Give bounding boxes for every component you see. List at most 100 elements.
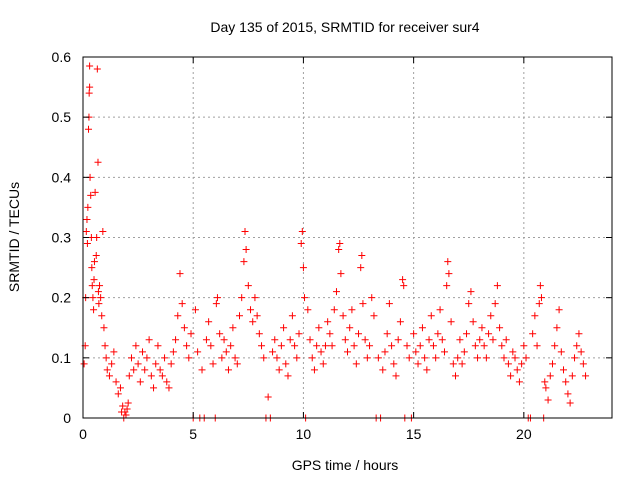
data-point bbox=[187, 330, 195, 338]
data-point bbox=[452, 372, 460, 380]
data-point bbox=[301, 294, 309, 302]
data-point bbox=[165, 384, 173, 392]
data-point bbox=[86, 62, 94, 70]
data-point bbox=[93, 234, 101, 241]
data-point bbox=[546, 372, 554, 380]
data-point bbox=[418, 324, 426, 332]
data-point bbox=[97, 294, 105, 302]
data-point bbox=[93, 65, 101, 73]
data-point bbox=[102, 354, 110, 362]
data-point bbox=[465, 300, 473, 308]
data-point bbox=[98, 312, 106, 320]
data-point bbox=[241, 227, 249, 235]
data-point bbox=[410, 330, 418, 338]
data-point bbox=[423, 366, 431, 374]
data-point bbox=[493, 282, 501, 290]
data-point bbox=[445, 270, 453, 278]
data-point bbox=[537, 294, 545, 302]
data-point bbox=[253, 312, 261, 320]
chart-title: Day 135 of 2015, SRMTID for receiver sur… bbox=[210, 19, 479, 35]
data-point bbox=[154, 342, 162, 350]
data-point bbox=[491, 300, 499, 308]
data-point bbox=[568, 372, 576, 380]
data-point bbox=[298, 227, 306, 235]
data-point bbox=[169, 348, 177, 356]
data-point bbox=[399, 276, 407, 284]
data-point bbox=[541, 378, 549, 386]
data-point bbox=[332, 288, 340, 296]
data-point bbox=[396, 318, 404, 326]
data-point bbox=[444, 258, 452, 266]
data-point bbox=[522, 354, 530, 362]
data-point bbox=[176, 270, 184, 278]
data-point bbox=[258, 342, 266, 350]
data-point bbox=[183, 342, 191, 350]
data-point bbox=[328, 342, 336, 350]
data-points bbox=[80, 62, 590, 422]
data-point bbox=[249, 318, 257, 326]
data-point bbox=[562, 378, 570, 386]
data-point bbox=[359, 300, 367, 308]
data-point bbox=[337, 270, 345, 278]
data-point bbox=[416, 342, 424, 350]
data-point bbox=[405, 354, 413, 362]
data-point bbox=[355, 330, 363, 338]
data-point bbox=[172, 336, 180, 344]
data-point bbox=[293, 354, 301, 362]
data-point bbox=[291, 342, 299, 350]
data-point bbox=[427, 312, 435, 320]
data-point bbox=[260, 354, 268, 362]
y-axis-label: SRMTID / TECUs bbox=[6, 182, 22, 292]
data-point bbox=[205, 318, 213, 326]
y-tick-label: 0.3 bbox=[52, 230, 72, 246]
data-point bbox=[271, 336, 279, 344]
data-point bbox=[348, 306, 356, 314]
data-point bbox=[143, 354, 151, 362]
data-point bbox=[96, 282, 104, 290]
data-point bbox=[88, 264, 96, 272]
data-point bbox=[326, 330, 334, 338]
data-point bbox=[240, 258, 248, 266]
data-point bbox=[357, 264, 365, 272]
data-point bbox=[212, 300, 220, 308]
grid-lines bbox=[83, 57, 612, 418]
data-point bbox=[454, 354, 462, 362]
data-point bbox=[370, 312, 378, 320]
data-point bbox=[531, 312, 539, 320]
data-point bbox=[542, 384, 550, 392]
data-point bbox=[299, 264, 307, 272]
data-point bbox=[198, 366, 206, 374]
data-point bbox=[480, 342, 488, 350]
data-point bbox=[518, 360, 526, 368]
data-point bbox=[89, 294, 97, 302]
data-point bbox=[108, 360, 116, 368]
data-point bbox=[414, 360, 422, 368]
data-point bbox=[163, 378, 171, 386]
data-point bbox=[125, 372, 133, 380]
data-point bbox=[132, 342, 140, 350]
data-point bbox=[324, 318, 332, 326]
data-point bbox=[220, 336, 228, 344]
data-point bbox=[403, 342, 411, 350]
data-point bbox=[374, 354, 382, 362]
data-point bbox=[229, 324, 237, 332]
data-point bbox=[485, 330, 493, 338]
data-point bbox=[515, 378, 523, 386]
data-point bbox=[185, 354, 193, 362]
data-point bbox=[440, 348, 448, 356]
data-point bbox=[467, 288, 475, 296]
data-point bbox=[130, 366, 138, 374]
data-point bbox=[242, 246, 250, 254]
data-point bbox=[139, 348, 147, 356]
y-tick-label: 0.5 bbox=[52, 109, 72, 125]
data-point bbox=[339, 312, 347, 320]
data-point bbox=[400, 282, 408, 290]
data-point bbox=[80, 360, 88, 368]
data-point bbox=[575, 330, 583, 338]
data-point bbox=[471, 342, 479, 350]
data-point bbox=[425, 336, 433, 344]
data-point bbox=[218, 354, 226, 362]
data-point bbox=[116, 384, 124, 392]
data-point bbox=[150, 384, 158, 392]
data-point bbox=[84, 203, 92, 211]
